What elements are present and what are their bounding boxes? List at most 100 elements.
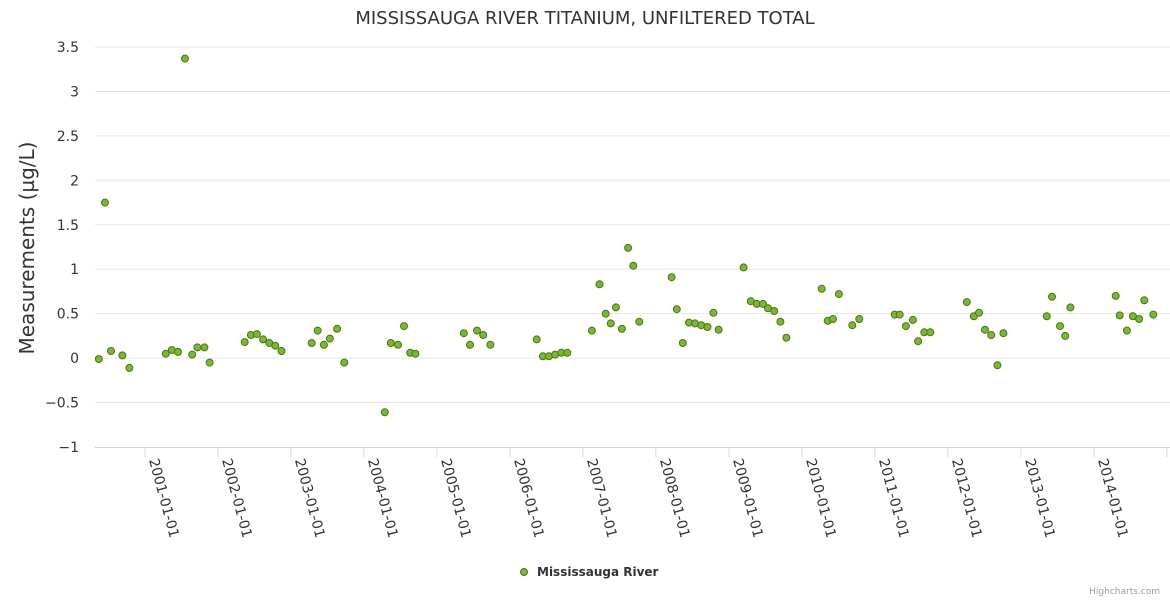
data-point[interactable] — [595, 280, 604, 289]
data-point[interactable] — [532, 335, 541, 344]
data-point[interactable] — [188, 350, 197, 359]
credit-link[interactable]: Highcharts.com — [1089, 587, 1160, 597]
data-point[interactable] — [193, 343, 202, 352]
data-point[interactable] — [333, 324, 342, 333]
data-point[interactable] — [340, 358, 349, 367]
data-point[interactable] — [667, 273, 676, 282]
data-point[interactable] — [277, 347, 286, 355]
data-point[interactable] — [672, 305, 681, 314]
data-point[interactable] — [307, 339, 316, 347]
x-tick-label: 2009-01-01 — [729, 457, 766, 540]
data-point[interactable] — [1048, 292, 1056, 301]
data-point[interactable] — [678, 339, 687, 347]
data-point[interactable] — [901, 322, 910, 331]
y-axis-ticks: 3.5 3 2.5 2 1.5 1 0.5 0 −0.5 −1 — [45, 40, 79, 456]
data-point[interactable] — [313, 326, 322, 335]
data-point[interactable] — [601, 309, 610, 318]
data-point[interactable] — [629, 261, 638, 270]
data-point[interactable] — [125, 363, 134, 372]
data-point[interactable] — [563, 348, 572, 357]
data-point[interactable] — [703, 323, 712, 331]
data-point[interactable] — [259, 335, 268, 344]
data-point[interactable] — [828, 315, 837, 323]
data-point[interactable] — [759, 299, 767, 308]
data-point[interactable] — [1111, 291, 1120, 300]
data-point[interactable] — [118, 351, 127, 360]
data-point[interactable] — [624, 243, 633, 252]
data-point[interactable] — [200, 343, 209, 352]
x-tick-label: 2002-01-01 — [218, 457, 255, 540]
data-point[interactable] — [252, 330, 261, 339]
data-point[interactable] — [1056, 322, 1064, 331]
data-point[interactable] — [240, 338, 249, 347]
data-point[interactable] — [981, 325, 989, 334]
data-point[interactable] — [161, 349, 170, 358]
data-point[interactable] — [926, 328, 935, 337]
data-point[interactable] — [739, 263, 748, 272]
data-point[interactable] — [271, 341, 280, 350]
data-point[interactable] — [606, 319, 615, 328]
x-tick-label: 2014-01-01 — [1094, 457, 1131, 540]
data-point[interactable] — [1115, 311, 1124, 320]
data-point[interactable] — [459, 329, 468, 338]
data-point[interactable] — [617, 324, 626, 333]
legend[interactable]: Mississauga River — [520, 565, 659, 579]
data-point[interactable] — [1066, 303, 1075, 312]
data-point[interactable] — [400, 322, 408, 331]
data-point[interactable] — [1140, 296, 1149, 305]
y-tick-label: −1 — [58, 440, 79, 456]
legend-label[interactable]: Mississauga River — [537, 565, 659, 579]
data-point[interactable] — [174, 347, 182, 356]
data-point[interactable] — [1149, 310, 1158, 319]
data-point[interactable] — [205, 358, 214, 367]
data-point[interactable] — [386, 339, 395, 347]
data-point[interactable] — [834, 290, 843, 299]
x-tick-label: 2008-01-01 — [656, 457, 693, 540]
data-point[interactable] — [473, 326, 481, 335]
y-tick-label: 0 — [70, 351, 79, 367]
data-point[interactable] — [993, 361, 1002, 370]
data-point[interactable] — [587, 326, 596, 335]
data-point[interactable] — [1122, 326, 1131, 335]
y-tick-label: 3.5 — [57, 40, 79, 56]
legend-marker — [520, 568, 528, 576]
data-point[interactable] — [380, 408, 389, 417]
data-point[interactable] — [848, 321, 857, 330]
data-point[interactable] — [1135, 315, 1144, 323]
data-point[interactable] — [987, 331, 996, 339]
y-axis-label: Measurements (µg/L) — [15, 142, 39, 355]
data-point[interactable] — [770, 307, 779, 315]
data-point[interactable] — [714, 325, 723, 334]
data-point[interactable] — [479, 331, 488, 339]
x-tick-label: 2007-01-01 — [583, 457, 620, 540]
data-point[interactable] — [1042, 312, 1051, 321]
data-point[interactable] — [486, 340, 495, 349]
data-point[interactable] — [181, 54, 189, 63]
x-tick-label: 2011-01-01 — [875, 457, 912, 540]
data-point[interactable] — [394, 340, 402, 349]
data-point[interactable] — [325, 334, 334, 343]
data-point[interactable] — [635, 317, 644, 326]
data-point[interactable] — [611, 303, 620, 312]
data-point[interactable] — [1061, 331, 1070, 340]
y-tick-label: −0.5 — [45, 396, 79, 412]
data-point[interactable] — [411, 349, 420, 358]
data-point[interactable] — [94, 355, 103, 363]
data-point[interactable] — [817, 284, 826, 293]
data-point[interactable] — [975, 308, 983, 317]
data-point[interactable] — [895, 310, 904, 319]
data-point[interactable] — [776, 317, 785, 326]
data-point[interactable] — [855, 315, 864, 323]
data-point[interactable] — [466, 340, 474, 349]
data-point[interactable] — [319, 340, 328, 349]
x-tick-label: 2003-01-01 — [291, 457, 328, 540]
x-tick-label: 2005-01-01 — [437, 457, 474, 540]
data-point[interactable] — [908, 315, 917, 324]
data-point[interactable] — [709, 308, 718, 317]
data-point[interactable] — [962, 298, 971, 307]
data-point[interactable] — [101, 198, 109, 207]
data-point[interactable] — [782, 333, 791, 342]
data-point[interactable] — [914, 337, 923, 346]
data-point[interactable] — [107, 347, 115, 355]
data-point[interactable] — [999, 329, 1008, 338]
